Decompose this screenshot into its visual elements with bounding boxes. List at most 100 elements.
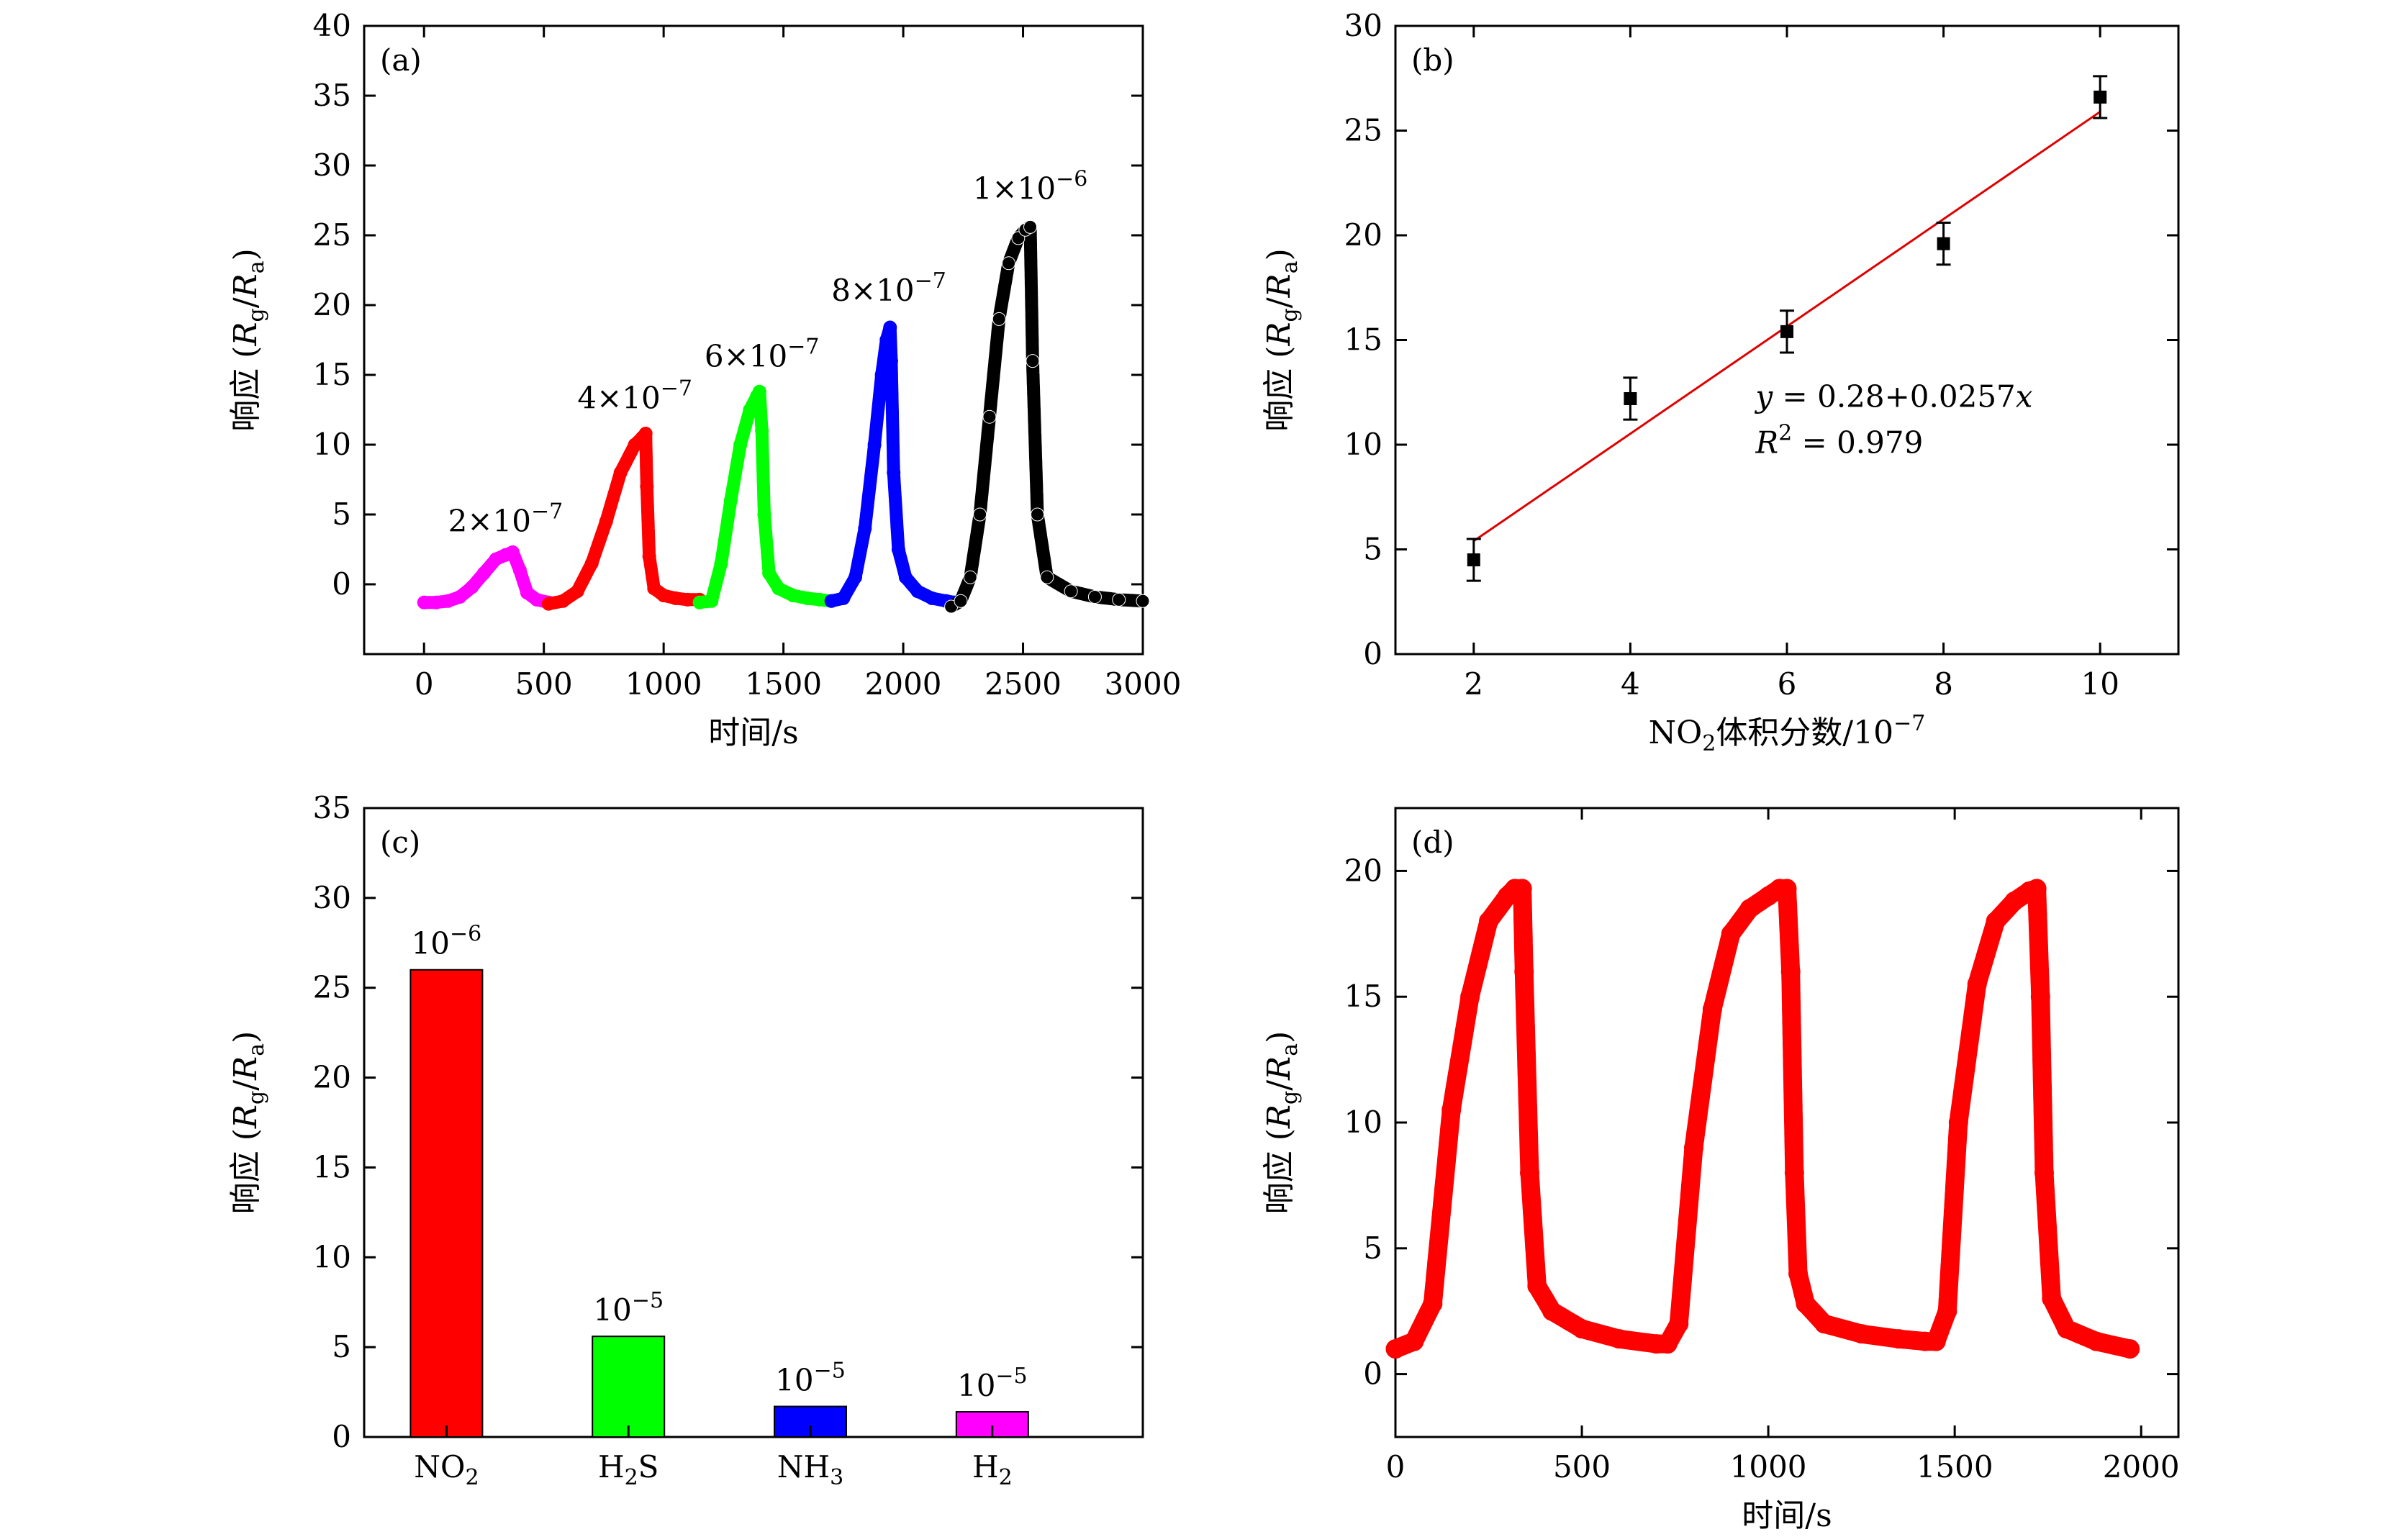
series-0-point <box>1796 1294 1816 1314</box>
concentration-annotation: 1×10−6 <box>973 167 1088 207</box>
series-0-point <box>453 589 467 604</box>
y-tick-label: 25 <box>313 970 351 1005</box>
series-1-point <box>642 549 656 563</box>
series-0-point <box>530 592 544 607</box>
series-2-point <box>705 594 719 608</box>
x-tick-label: 0 <box>1386 1449 1406 1484</box>
series-4-point <box>1031 507 1045 522</box>
series-0-point <box>1788 1264 1809 1284</box>
series-4-point <box>992 312 1006 326</box>
panel-label: (a) <box>380 42 422 78</box>
y-tick-label: 10 <box>313 1239 351 1274</box>
y-tick-label: 10 <box>1344 1105 1382 1140</box>
series-0-trace <box>1386 879 2140 1359</box>
y-tick-label: 25 <box>1344 113 1382 148</box>
series-0-point <box>1948 1112 1968 1133</box>
series-3-point <box>887 466 901 480</box>
category-label: H2S <box>598 1449 659 1490</box>
series-1-point <box>640 479 654 494</box>
series-1-trace <box>542 427 707 611</box>
series-0-point <box>476 566 491 580</box>
series-0-point <box>1739 899 1760 919</box>
y-tick-label: 30 <box>313 148 351 183</box>
chart-panel-a: (a) 响应 (Rg/Ra) 0 5 10 15 20 25 30 35 40 0 500 1000 150… <box>227 8 1181 751</box>
series-4-point <box>1087 589 1102 604</box>
series-0-point <box>1683 1138 1703 1158</box>
series-0-point <box>512 563 527 578</box>
series-0-point <box>1986 911 2006 931</box>
y-tick-label: 10 <box>313 427 351 462</box>
series-0-point <box>1967 974 1987 994</box>
series-0-point <box>2027 879 2047 899</box>
series-3-point <box>848 570 862 584</box>
y-tick-label: 15 <box>1344 979 1382 1014</box>
series-4-trace <box>944 220 1149 613</box>
series-1-point <box>584 556 599 571</box>
series-3-point <box>884 354 898 368</box>
series-0-point <box>1423 1294 1443 1314</box>
panel-label: (c) <box>380 825 420 860</box>
series-1-point <box>599 514 613 529</box>
data-point <box>2094 90 2107 104</box>
x-tick-label: 0 <box>415 666 434 702</box>
series-4-point <box>1023 219 1038 234</box>
series-4-point <box>1002 256 1016 271</box>
series-2-point <box>800 591 815 605</box>
series-0-point <box>2004 891 2024 911</box>
x-tick-label: 8 <box>1934 666 1953 702</box>
series-0-point <box>2086 1331 2106 1351</box>
data-point <box>1937 237 1950 250</box>
x-tick-label: 6 <box>1778 666 1797 702</box>
panel-label: (b) <box>1411 42 1454 78</box>
series-0-point <box>1780 961 1801 981</box>
y-tick-label: 0 <box>332 566 351 602</box>
y-tick-label: 5 <box>1363 1230 1382 1266</box>
y-tick-label: 20 <box>313 1060 351 1095</box>
series-0-point <box>1404 1331 1424 1351</box>
series-0-point <box>1657 1334 1678 1354</box>
series-3-trace <box>825 321 963 609</box>
y-tick-label: 10 <box>1344 427 1382 462</box>
series-2-point <box>762 566 777 580</box>
series-3-point <box>925 591 939 605</box>
x-tick-label: 2000 <box>865 666 942 702</box>
series-1-point <box>669 591 683 605</box>
fit-equation: y = 0.28+0.0257x <box>1754 379 2032 414</box>
y-tick-label: 0 <box>1363 636 1382 671</box>
bar-label: 10−5 <box>957 1364 1028 1403</box>
series-1-point <box>570 584 584 599</box>
plot-frame <box>363 24 1144 656</box>
series-1-point <box>656 589 671 603</box>
series-0-point <box>1512 879 1532 899</box>
series-2-point <box>714 556 728 571</box>
y-tick-label: 35 <box>313 790 351 825</box>
series-3-point <box>879 333 894 347</box>
y-axis-label: 响应 (Rg/Ra) <box>1261 248 1303 432</box>
category-label: NO2 <box>414 1449 479 1490</box>
series-3-point <box>867 437 882 452</box>
category-label: H2 <box>972 1449 1013 1490</box>
series-0-point <box>1669 1314 1689 1334</box>
series-2-point <box>755 424 769 438</box>
series-4-point <box>1026 354 1040 368</box>
bar-label: 10−5 <box>593 1288 664 1328</box>
x-tick-label: 3000 <box>1105 666 1182 702</box>
concentration-annotation: 4×10−7 <box>577 376 692 416</box>
series-3-point <box>858 521 872 535</box>
series-0-point <box>1814 1314 1834 1334</box>
y-tick-label: 30 <box>1344 8 1382 43</box>
series-0-point <box>1527 1276 1547 1296</box>
x-tick-label: 1500 <box>745 666 822 702</box>
series-0-point <box>1520 1163 1540 1183</box>
y-axis-label: 响应 (Rg/Ra) <box>227 248 269 432</box>
series-2-point <box>752 384 766 399</box>
series-0-point <box>1542 1301 1562 1321</box>
series-0-point <box>1937 1301 1957 1321</box>
series-0-point <box>465 580 479 594</box>
series-4-point <box>973 507 987 522</box>
series-0-point <box>1460 987 1480 1007</box>
series-3-point <box>836 591 851 605</box>
chart-panel-c: (c) 响应 (Rg/Ra) 0 5 10 15 20 25 30 35 10−6 NO2 10−5 H2… <box>227 790 1144 1490</box>
y-tick-label: 40 <box>313 8 351 43</box>
series-0-point <box>1514 961 1534 981</box>
